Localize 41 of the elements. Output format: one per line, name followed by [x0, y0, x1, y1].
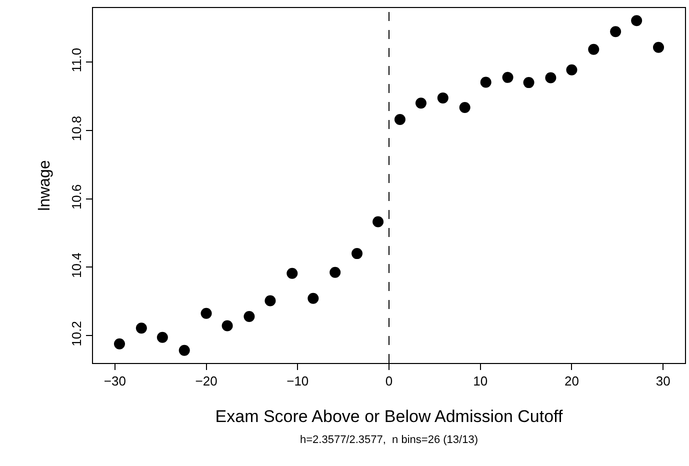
text: h=2.3577/2.3577, n bins=26 (13/13) — [300, 434, 478, 446]
point — [200, 308, 212, 319]
point — [156, 332, 168, 343]
x-tick-label: 0 — [385, 374, 393, 389]
point — [566, 64, 578, 76]
point — [523, 77, 534, 88]
x-tick-label: −20 — [195, 374, 218, 389]
point — [352, 248, 363, 260]
point — [178, 344, 190, 356]
y-tick-label: 10.2 — [68, 321, 84, 346]
point — [330, 266, 341, 278]
point — [610, 26, 622, 38]
point — [437, 92, 448, 104]
point — [502, 72, 514, 83]
point — [415, 98, 426, 109]
y-tick-label: 10.6 — [68, 184, 84, 210]
x-tick-label: 30 — [656, 374, 670, 389]
y-tick-label: 11.0 — [68, 48, 84, 72]
x-tick-label: −30 — [104, 374, 126, 389]
x-tick-label: −10 — [286, 374, 309, 389]
point — [114, 338, 125, 350]
point — [372, 216, 384, 228]
point — [222, 320, 233, 332]
x-tick-label: 10 — [473, 374, 488, 389]
point — [459, 102, 470, 114]
y-axis-title: lnwage — [36, 160, 54, 211]
point — [286, 268, 298, 279]
x-axis-title: Exam Score Above or Below Admission Cutoff — [215, 407, 563, 426]
point — [244, 310, 255, 322]
point — [545, 72, 556, 84]
point — [653, 42, 664, 53]
x-tick-label: 20 — [564, 374, 579, 389]
point — [264, 295, 276, 306]
point — [136, 322, 147, 334]
point — [480, 76, 492, 88]
point — [308, 292, 319, 304]
point — [394, 114, 406, 125]
point — [631, 15, 642, 26]
y-tick-label: 10.4 — [68, 252, 84, 278]
point — [588, 44, 600, 55]
y-tick-label: 10.8 — [68, 116, 84, 142]
